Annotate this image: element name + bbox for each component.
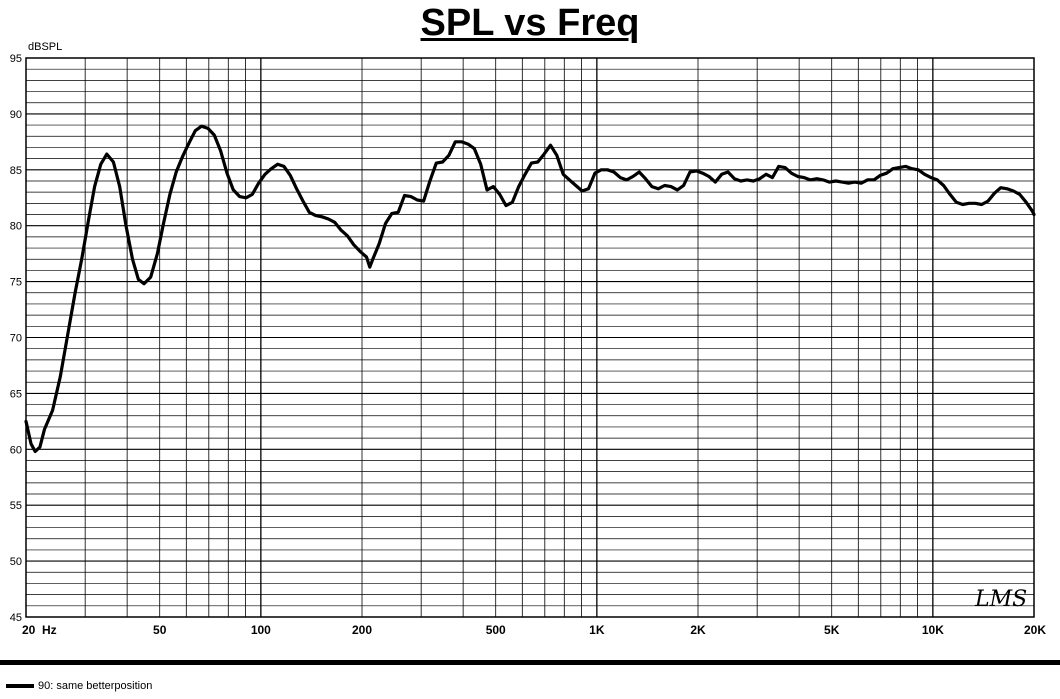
- y-tick-label: 45: [10, 612, 22, 624]
- chart-title: SPL vs Freq: [420, 2, 640, 44]
- y-tick-label: 60: [10, 444, 22, 456]
- lms-watermark: LMS: [974, 587, 1027, 612]
- x-tick-label: 5K: [824, 623, 840, 637]
- y-tick-label: 90: [10, 109, 22, 121]
- y-axis-label: dBSPL: [28, 41, 63, 53]
- legend: 90: same betterposition: [6, 679, 152, 693]
- x-tick-label: 20 Hz: [22, 623, 57, 637]
- x-tick-label: 2K: [690, 623, 706, 637]
- y-tick-label: 70: [10, 333, 22, 345]
- legend-label: 90: same betterposition: [38, 680, 153, 692]
- y-tick-label: 95: [10, 53, 22, 65]
- x-tick-label: 10K: [922, 623, 944, 637]
- chart-plot: 95 90 85 80 75 70 65 60 55 50 45 20 Hz 50 100 200 500 1…: [10, 53, 1047, 637]
- x-tick-label: 200: [352, 623, 372, 637]
- y-tick-label: 80: [10, 221, 22, 233]
- y-tick-label: 75: [10, 277, 22, 289]
- x-axis-ticks: 20 Hz 50 100 200 500 1K 2K 5K 10K 20K: [22, 623, 1046, 637]
- series-layer: [24, 124, 1036, 454]
- y-tick-label: 50: [10, 556, 22, 568]
- x-tick-label: 50: [153, 623, 167, 637]
- y-axis-ticks: 95 90 85 80 75 70 65 60 55 50 45: [10, 53, 22, 624]
- major-gridlines: [26, 58, 1034, 617]
- series-line: [24, 124, 1036, 454]
- divider: [0, 660, 1060, 665]
- y-tick-label: 65: [10, 388, 22, 400]
- plot-frame: [25, 57, 1035, 618]
- x-tick-label: 500: [486, 623, 506, 637]
- y-tick-label: 55: [10, 500, 22, 512]
- x-tick-label: 1K: [589, 623, 605, 637]
- y-tick-label: 85: [10, 165, 22, 177]
- x-tick-label: 20K: [1024, 623, 1046, 637]
- legend-swatch: [6, 684, 34, 688]
- x-tick-label: 100: [251, 623, 271, 637]
